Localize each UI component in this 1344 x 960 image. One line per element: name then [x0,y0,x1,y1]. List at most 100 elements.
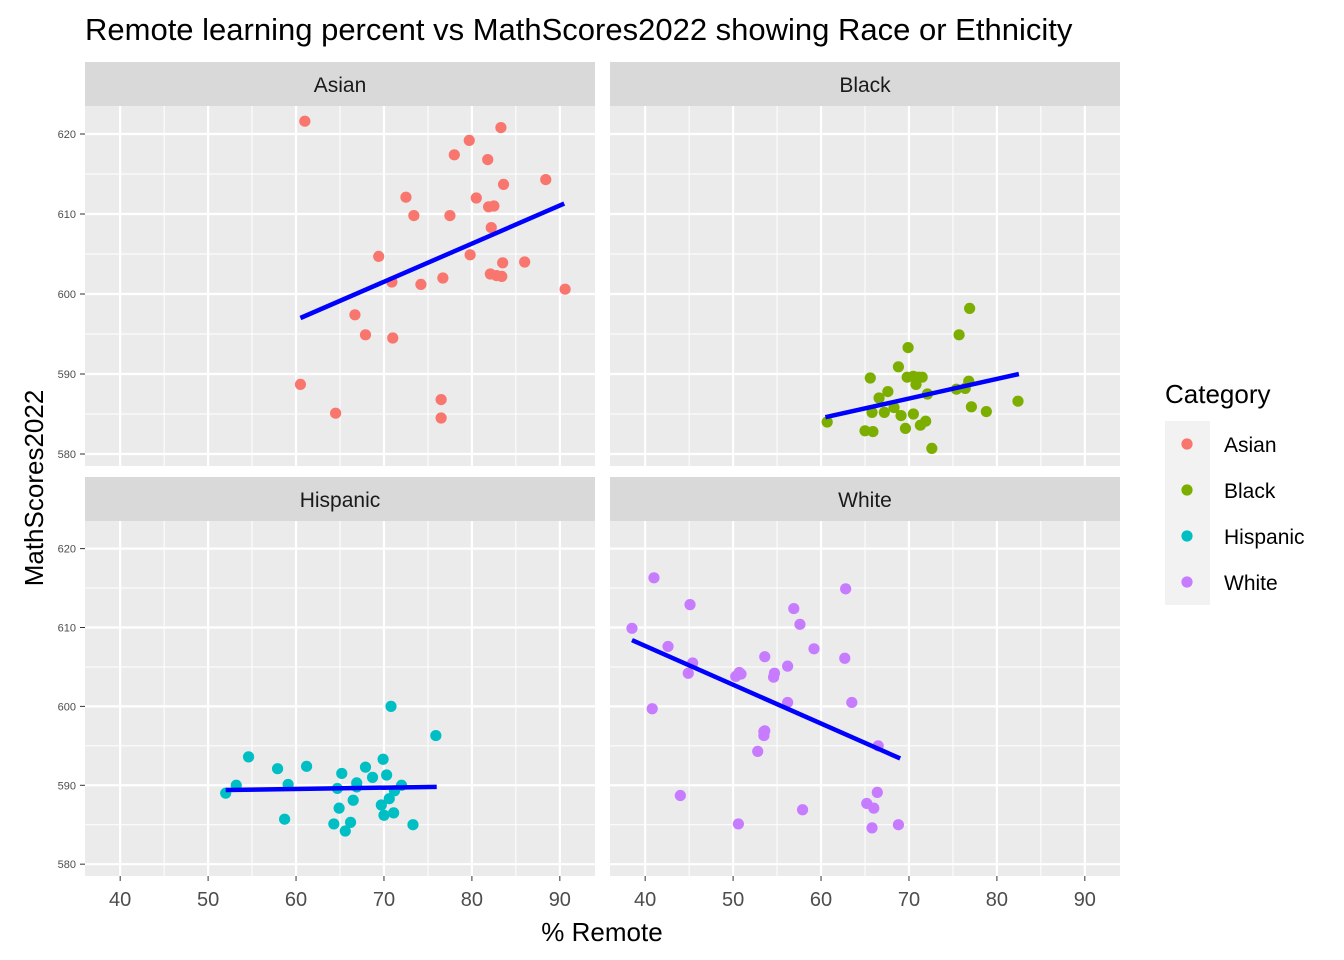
data-point-white [788,602,800,615]
y-tick-label: 580 [58,449,76,461]
data-point-black [878,406,890,418]
x-tick-label: 60 [810,889,832,911]
data-point-hispanic [383,793,395,805]
data-point-asian [485,222,497,234]
strip-label-asian: Asian [314,74,367,97]
legend-key-white [1181,576,1193,588]
chart-title: Remote learning percent vs MathScores202… [85,12,1073,47]
x-tick-label: 70 [373,889,395,911]
data-point-asian [488,200,500,212]
data-point-asian [299,115,311,127]
data-point-black [965,401,977,413]
data-point-asian [464,249,476,261]
trend-line-white [631,638,902,761]
data-point-asian [519,256,531,268]
data-point-hispanic [377,753,389,765]
data-point-hispanic [271,763,284,775]
data-point-asian [495,122,507,134]
data-point-white [759,651,771,663]
x-tick-label: 80 [986,889,1008,911]
data-point-hispanic [279,813,291,825]
data-point-asian [540,174,552,186]
data-point-black [980,406,992,418]
data-point-black [864,372,876,384]
legend-key-hispanic [1181,530,1193,542]
data-point-black [895,410,907,422]
data-point-asian [482,154,494,166]
data-point-asian [559,283,571,295]
data-point-hispanic [385,700,397,712]
strip-white [610,477,1120,521]
data-point-white [684,599,696,611]
data-point-asian [330,407,342,419]
data-point-hispanic [430,729,442,742]
data-point-white [871,786,883,798]
data-point-asian [408,210,420,222]
data-point-hispanic [328,818,340,830]
data-point-asian [444,210,456,222]
legend-title: Category [1165,379,1271,409]
data-point-asian [435,412,447,424]
panel-hispanic: Hispanic 580 590 600 610 620 40 50 60 70 80 90 [58,477,595,911]
data-point-hispanic [242,751,255,763]
data-point-black [920,415,932,427]
data-point-white [732,818,744,830]
data-point-white [846,696,858,709]
strip-asian [85,62,595,106]
x-tick-label: 90 [1074,889,1096,911]
strip-hispanic [85,477,595,521]
data-point-white [626,622,638,634]
data-point-black [1012,395,1024,407]
data-point-asian [415,278,427,290]
trend-line-asian [299,201,566,321]
data-point-white [682,667,694,679]
data-point-asian [359,329,372,341]
x-tick-label: 80 [461,889,483,911]
trend-line-black [824,371,1020,420]
data-point-black [899,422,912,434]
facet-panels: Asian 580 590 600 610 620 Black Hispanic 580 590 6… [58,62,1120,911]
strip-label-white: White [838,489,892,512]
data-point-white [840,583,852,595]
data-point-white [866,822,878,834]
data-point-white [782,660,794,672]
trend-line-hispanic [225,784,437,793]
data-point-black [907,408,919,420]
legend: Category Asian Black Hispanic White [1165,379,1305,605]
data-point-hispanic [347,794,359,806]
data-point-asian [437,272,449,284]
data-point-white [839,652,851,664]
x-tick-label: 50 [197,889,219,911]
panel-white: White 40 50 60 70 80 90 [610,477,1120,911]
data-point-white [674,789,686,802]
data-point-black [964,302,976,314]
data-point-hispanic [378,809,390,821]
data-point-asian [496,270,508,282]
data-point-black [902,342,914,354]
data-point-black [882,386,894,398]
y-tick-label: 590 [58,780,76,792]
data-point-white [648,572,660,584]
data-point-hispanic [388,807,400,819]
panel-asian: Asian 580 590 600 610 620 [58,62,595,466]
data-point-white [759,725,771,737]
y-tick-label: 600 [58,701,76,713]
data-point-asian [400,191,412,203]
strip-label-hispanic: Hispanic [300,489,381,512]
data-point-white [646,703,658,715]
data-point-black [873,392,885,404]
y-axis-title: MathScores2022 [19,390,49,587]
legend-label-hispanic: Hispanic [1224,526,1305,549]
data-point-white [796,804,809,816]
data-point-white [794,618,806,630]
data-point-asian [497,257,509,269]
y-tick-label: 590 [58,369,76,381]
x-axis-title: % Remote [541,917,662,947]
data-point-asian [497,178,510,190]
data-point-hispanic [300,760,313,772]
y-tick-label: 610 [58,209,76,221]
strip-label-black: Black [839,74,891,97]
legend-key-background [1165,421,1210,605]
y-tick-label: 620 [58,544,76,556]
